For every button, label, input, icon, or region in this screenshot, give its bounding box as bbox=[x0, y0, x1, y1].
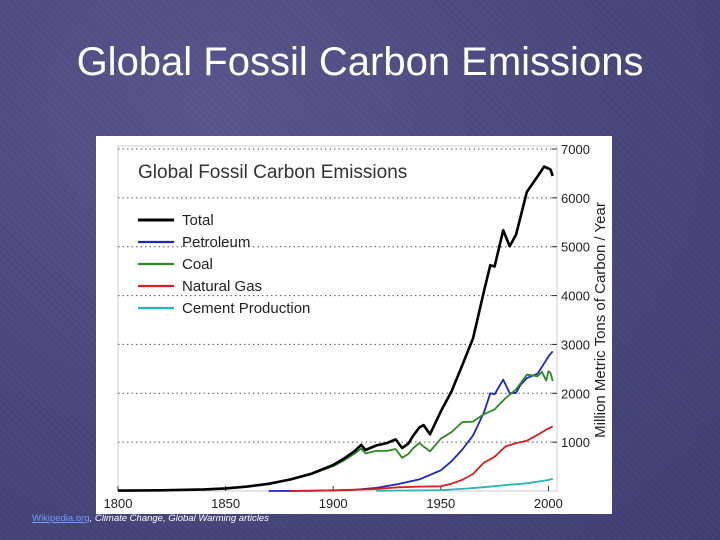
y-tick-label: 4000 bbox=[561, 289, 590, 304]
series-line-coal bbox=[117, 370, 554, 492]
source-caption: Wikipedia.org, Climate Change, Global Wa… bbox=[32, 513, 269, 524]
series-line-cement-production bbox=[376, 477, 553, 492]
legend-label-total: Total bbox=[182, 212, 214, 229]
y-tick-label: 2000 bbox=[561, 386, 590, 401]
x-tick-label: 1900 bbox=[319, 496, 348, 511]
legend-label-natural-gas: Natural Gas bbox=[182, 278, 262, 295]
emissions-chart: Global Fossil Carbon Emissions 1000 2000 3… bbox=[104, 142, 609, 511]
plot-frame bbox=[117, 145, 558, 492]
slide-title: Global Fossil Carbon Emissions bbox=[76, 40, 644, 84]
y-tick-label: 6000 bbox=[561, 191, 590, 206]
source-text: , Climate Change, Global Warming article… bbox=[89, 513, 269, 524]
x-tick-label: 1850 bbox=[211, 496, 240, 511]
series-line-natural-gas bbox=[290, 425, 554, 492]
x-tick-label: 1800 bbox=[104, 496, 133, 511]
y-tick-label: 3000 bbox=[561, 337, 590, 352]
source-link[interactable]: Wikipedia.org bbox=[32, 513, 90, 524]
legend-label-cement-production: Cement Production bbox=[182, 300, 310, 317]
chart-panel: Global Fossil Carbon Emissions 1000 2000 3… bbox=[96, 136, 612, 514]
series-line-petroleum bbox=[268, 350, 554, 492]
chart-title: Global Fossil Carbon Emissions bbox=[138, 162, 407, 183]
x-tick-label: 2000 bbox=[534, 496, 563, 511]
y-tick-label: 1000 bbox=[561, 435, 590, 450]
legend-label-coal: Coal bbox=[182, 256, 213, 273]
series-line-total bbox=[117, 165, 554, 492]
y-axis-label: Million Metric Tons of Carbon / Year bbox=[592, 202, 609, 438]
y-tick-label: 5000 bbox=[561, 240, 590, 255]
x-tick-label: 1950 bbox=[426, 496, 455, 511]
legend-label-petroleum: Petroleum bbox=[182, 234, 250, 251]
y-tick-label: 7000 bbox=[561, 142, 590, 157]
